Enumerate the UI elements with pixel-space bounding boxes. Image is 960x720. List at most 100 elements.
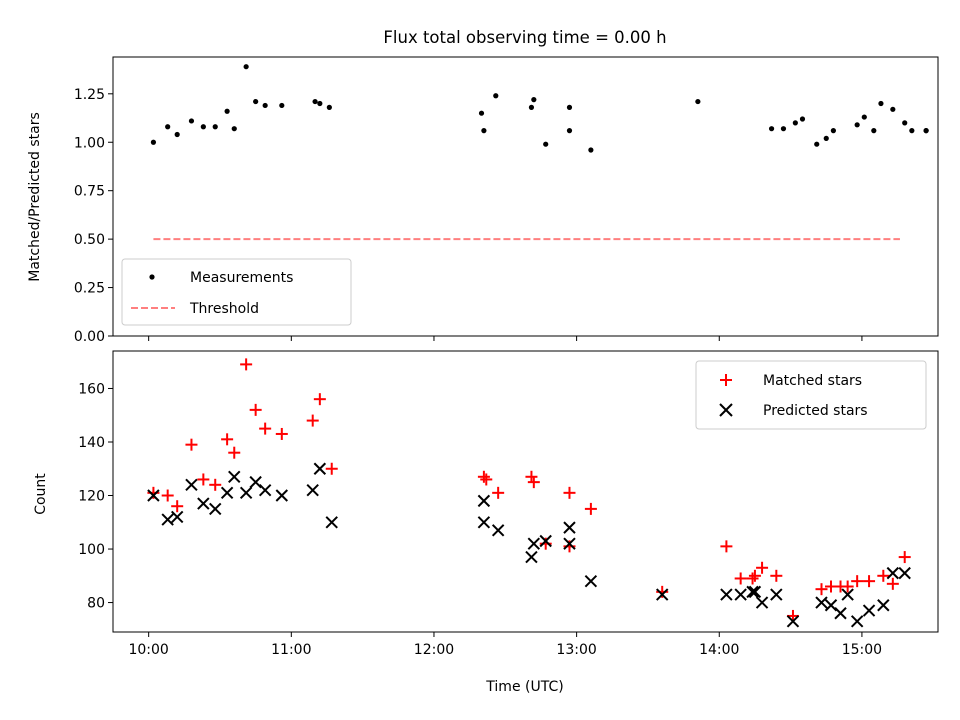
measurement-point: [823, 135, 829, 141]
count-x-tick-label: 15:00: [842, 642, 882, 658]
predicted-stars-point: [197, 497, 210, 510]
count-y-tick-label: 140: [78, 435, 105, 451]
predicted-stars-point: [850, 615, 864, 628]
count-legend-box: [695, 360, 927, 430]
measurement-point: [695, 98, 701, 105]
predicted-stars-point: [185, 478, 198, 492]
measurement-point: [493, 93, 499, 99]
measurements-legend-marker: [149, 274, 155, 280]
predicted-stars-point: [539, 534, 552, 548]
measurement-point: [478, 110, 485, 116]
predicted-stars-point: [249, 475, 262, 489]
count-y-ticks: 80 100 120 140 160: [78, 381, 113, 612]
matched-stars-point: [221, 433, 234, 446]
matched-stars-point: [313, 393, 326, 406]
predicted-stars-point: [161, 513, 174, 526]
predicted-stars-point: [656, 588, 669, 601]
measurement-point: [768, 126, 775, 132]
predicted-legend-label: Predicted stars: [763, 403, 868, 419]
measurement-point: [312, 98, 318, 105]
predicted-stars-point: [898, 566, 911, 580]
matched-stars-point: [815, 583, 828, 596]
predicted-stars-point: [746, 585, 759, 599]
x-axis-label: Time (UTC): [485, 679, 563, 695]
matched-stars-point: [734, 572, 747, 585]
predicted-stars-point: [275, 489, 289, 502]
predicted-stars-point: [525, 550, 538, 564]
predicted-stars-point: [209, 502, 222, 516]
measurement-point: [861, 114, 867, 120]
measurement-point: [165, 124, 171, 130]
count-y-tick-label: 160: [78, 381, 105, 397]
matched-stars-point: [851, 575, 864, 588]
count-panel: 80 100 120 140 160 10:00 11:00 12:00 13:00 14:00…: [33, 350, 939, 695]
predicted-stars-point: [147, 489, 160, 502]
measurement-point: [253, 98, 259, 105]
measurement-point: [543, 141, 549, 147]
matched-stars-point: [877, 569, 890, 582]
threshold-legend-label: Threshold: [189, 301, 259, 317]
measurement-point: [188, 118, 195, 124]
matched-stars-point: [185, 438, 198, 451]
predicted-stars-point: [228, 470, 241, 483]
matched-stars-point: [841, 580, 854, 593]
ratio-legend-box: [121, 258, 352, 326]
measurement-point: [830, 128, 836, 134]
measurement-point: [528, 104, 535, 110]
predicted-stars-point: [477, 516, 491, 529]
count-x-tick-label: 10:00: [128, 642, 168, 658]
ratio-plot-area: [150, 64, 929, 241]
matched-stars-point: [161, 489, 174, 502]
predicted-stars-point: [734, 588, 747, 601]
matched-stars-point: [863, 575, 876, 588]
predicted-stars-point: [841, 588, 854, 601]
predicted-stars-point: [258, 483, 272, 497]
predicted-stars-point: [325, 516, 338, 529]
measurement-point: [317, 100, 323, 107]
matched-stars-point: [720, 540, 733, 553]
matched-stars-point: [770, 569, 783, 582]
ratio-y-tick-label: 0.25: [74, 281, 105, 297]
measurement-point: [902, 120, 908, 126]
measurement-point: [792, 120, 798, 126]
predicted-stars-point: [313, 462, 327, 475]
matched-legend-marker: [720, 374, 732, 386]
predicted-stars-point: [748, 585, 762, 599]
predicted-stars-point: [584, 574, 598, 588]
predicted-stars-point: [720, 588, 733, 601]
measurement-point: [566, 104, 573, 110]
matched-stars-point: [886, 577, 899, 590]
predicted-stars-point: [755, 596, 769, 609]
matched-stars-point: [249, 403, 262, 416]
matched-stars-point: [325, 462, 338, 475]
count-y-tick-label: 80: [87, 596, 105, 612]
measurement-point: [871, 128, 877, 134]
measurements-legend-label: Measurements: [190, 270, 293, 286]
matched-stars-point: [525, 470, 538, 483]
matched-stars-point: [898, 551, 911, 564]
predicted-stars-point: [220, 486, 234, 500]
count-legend: Matched stars Predicted stars: [695, 360, 927, 430]
measurement-point: [923, 128, 929, 134]
ratio-legend: Measurements Threshold: [121, 258, 352, 326]
predicted-stars-point: [824, 599, 838, 612]
matched-stars-point: [756, 561, 769, 574]
matched-stars-point: [209, 478, 222, 491]
count-x-tick-label: 13:00: [556, 642, 596, 658]
measurement-point: [780, 126, 787, 132]
matched-stars-point: [584, 502, 597, 515]
measurement-point: [890, 106, 896, 112]
matched-stars-point: [228, 446, 241, 459]
ratio-y-axis-label: Matched/Predicted stars: [27, 112, 43, 282]
matched-stars-point: [746, 572, 759, 585]
measurement-point: [243, 64, 249, 70]
predicted-stars-point: [477, 494, 491, 508]
count-y-tick-label: 100: [78, 542, 105, 558]
matched-stars-point: [477, 470, 490, 483]
ratio-y-tick-label: 1.00: [74, 135, 105, 151]
count-x-tick-label: 11:00: [271, 642, 311, 658]
chart-title: Flux total observing time = 0.00 h: [383, 28, 666, 47]
measurement-point: [200, 124, 206, 130]
matched-stars-point: [171, 500, 184, 513]
